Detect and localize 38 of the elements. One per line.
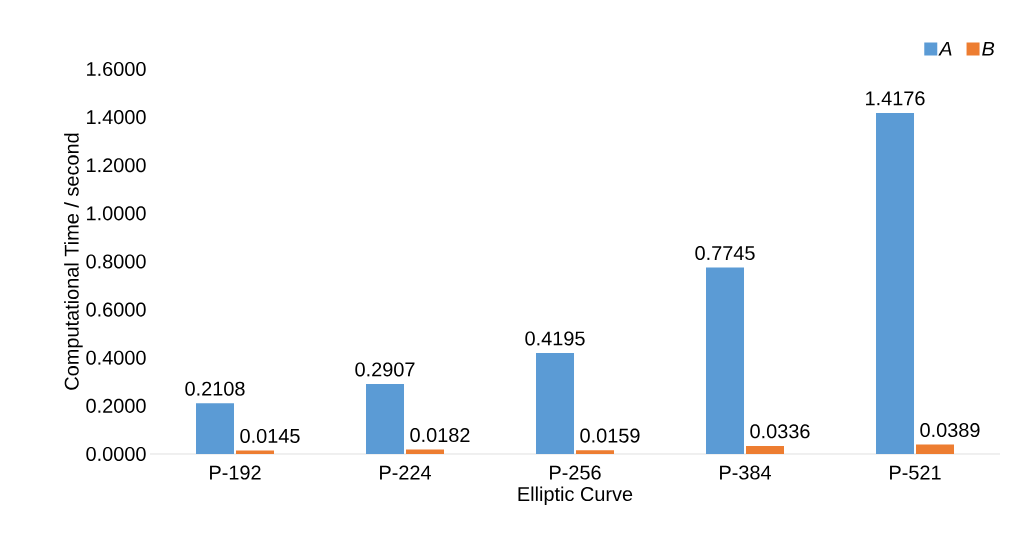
bar xyxy=(916,444,954,454)
x-tick-label: P-192 xyxy=(210,465,261,480)
data-label: 1.4176 xyxy=(866,91,925,106)
bar xyxy=(746,445,784,454)
legend-label: B xyxy=(982,41,995,56)
y-tick-label: 0.6000 xyxy=(86,302,146,317)
bar xyxy=(706,267,745,454)
bar xyxy=(406,449,444,454)
data-label: 0.2108 xyxy=(185,381,245,396)
y-tick-label: 0.8000 xyxy=(86,254,146,269)
bar xyxy=(536,353,575,454)
y-tick-label: 1.0000 xyxy=(87,206,146,221)
bar xyxy=(876,112,915,454)
bar xyxy=(236,450,274,454)
y-tick-label: 1.6000 xyxy=(87,61,146,77)
data-label: 0.0145 xyxy=(240,428,300,443)
bar xyxy=(366,384,405,454)
y-tick-label: 1.2000 xyxy=(87,158,146,173)
x-axis-title: Elliptic Curve xyxy=(518,486,633,506)
data-label: 0.0182 xyxy=(410,427,470,443)
x-tick-label: P-384 xyxy=(720,465,771,480)
legend-label: A xyxy=(938,41,952,56)
data-label: 0.0159 xyxy=(580,428,640,443)
y-tick-label: 1.4000 xyxy=(87,110,146,125)
bar xyxy=(576,450,614,454)
data-label: 0.2907 xyxy=(355,362,415,377)
data-label: 0.0336 xyxy=(750,424,810,439)
y-tick-label: 0.2000 xyxy=(86,398,146,413)
data-label: 0.7745 xyxy=(695,246,755,261)
x-tick-label: P-521 xyxy=(890,465,941,480)
x-tick-label: P-256 xyxy=(550,465,601,480)
bar xyxy=(196,403,235,454)
x-tick-label: P-224 xyxy=(380,465,431,480)
data-label: 0.0389 xyxy=(920,423,980,438)
y-tick-label: 0.4000 xyxy=(86,350,146,365)
data-label: 0.4195 xyxy=(525,331,585,346)
y-tick-label: 0.0000 xyxy=(86,446,146,462)
y-axis-title: Computational Time / second xyxy=(64,133,83,390)
